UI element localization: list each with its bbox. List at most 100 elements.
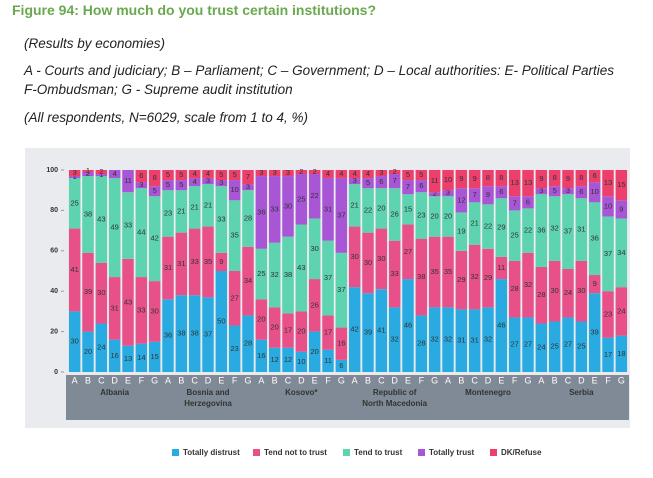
data-label: 5: [366, 178, 370, 187]
data-label: 20: [444, 211, 452, 220]
data-label: 8: [153, 173, 157, 182]
bar-segment: [348, 170, 361, 179]
data-label: 32: [270, 270, 278, 279]
data-label: 42: [350, 325, 358, 334]
bar-segment: [602, 170, 614, 197]
bar-segment: [282, 313, 294, 348]
bar-segment: [508, 196, 521, 211]
subtitle: (All respondents, N=6029, scale from 1 t…: [24, 110, 309, 125]
data-label: 13: [124, 354, 132, 363]
bar-segment: [82, 172, 94, 177]
data-label: 37: [204, 330, 212, 339]
legend-swatch: [418, 449, 425, 456]
bar-segment: [188, 295, 201, 372]
data-label: 38: [190, 329, 198, 338]
bar-segment: [535, 194, 548, 267]
bar-segment: [588, 293, 601, 372]
bar-segment: [388, 174, 401, 189]
bar-segment: [375, 228, 388, 290]
bar-segment: [588, 170, 601, 183]
bar-segment: [362, 188, 374, 233]
bar-segment: [468, 188, 481, 203]
x-tick-label: C: [378, 375, 385, 385]
bar-segment: [535, 188, 548, 195]
bar-segment: [602, 216, 614, 292]
bar-segment: [362, 293, 374, 372]
data-label: 7: [406, 182, 410, 191]
bar-segment: [508, 170, 521, 197]
data-label: 9: [219, 257, 223, 266]
bar-segment: [95, 323, 108, 372]
group-label: Herzegovina: [184, 399, 232, 408]
bar-segment: [522, 170, 534, 197]
bar-segment: [348, 178, 361, 185]
data-label: 4: [366, 169, 370, 178]
bar-segment: [108, 170, 121, 179]
data-label: 38: [417, 272, 425, 281]
bar-segment: [415, 180, 428, 193]
data-label: 3: [259, 168, 263, 177]
data-label: 22: [310, 191, 318, 200]
bar-segment: [442, 170, 454, 191]
bar-segment: [135, 182, 148, 189]
data-label: 6: [339, 361, 343, 370]
bar-segment: [428, 196, 441, 237]
bar-segment: [268, 347, 281, 372]
bar-segment: [548, 170, 561, 187]
data-label: 33: [124, 221, 132, 230]
bar-segment: [428, 236, 441, 308]
bar-segment: [295, 170, 308, 175]
x-tick-label: C: [565, 375, 572, 385]
data-label: 2: [99, 167, 103, 176]
bar-segment: [322, 315, 334, 350]
bar-segment: [188, 170, 201, 179]
x-tick-label: C: [471, 375, 478, 385]
data-label: 14: [137, 353, 145, 362]
bar-segment: [122, 345, 134, 372]
y-tick-label: 60: [50, 248, 58, 255]
data-label: 6: [419, 181, 423, 190]
bar-segment: [415, 238, 428, 316]
legend-label: Tend to trust: [354, 448, 403, 457]
data-label: 11: [431, 176, 439, 185]
data-label: 32: [470, 272, 478, 281]
bar-segment: [282, 236, 294, 314]
bar-segment: [575, 321, 588, 372]
data-label: 30: [550, 286, 558, 295]
data-label: 31: [457, 336, 465, 345]
data-label: 32: [550, 224, 558, 233]
data-label: 28: [417, 339, 425, 348]
bar-segment: [162, 190, 174, 237]
bar-segment: [362, 232, 374, 294]
data-label: 5: [419, 170, 423, 179]
x-tick-label: E: [592, 375, 598, 385]
data-label: 33: [137, 305, 145, 314]
bar-segment: [228, 180, 241, 201]
bar-segment: [495, 256, 508, 280]
data-label: 27: [564, 340, 572, 349]
data-label: 10: [444, 175, 452, 184]
data-label: 9: [539, 174, 543, 183]
bar-segment: [322, 240, 334, 316]
x-tick-label: A: [445, 375, 451, 385]
x-tick-label: D: [298, 375, 305, 385]
bar-segment: [548, 196, 561, 261]
data-label: 9: [459, 174, 463, 183]
bar-segment: [162, 170, 174, 181]
data-label: 10: [590, 187, 598, 196]
data-label: 16: [337, 339, 345, 348]
data-label: 25: [257, 269, 265, 278]
bar-segment: [255, 299, 268, 340]
bar-segment: [82, 331, 94, 372]
data-label: 3: [566, 186, 570, 195]
data-label: 34: [617, 248, 625, 257]
y-tick-label: 0: [54, 369, 58, 376]
bar-segment: [495, 279, 508, 372]
data-label: 6: [139, 171, 143, 180]
data-label: 44: [137, 228, 145, 237]
data-label: 4: [193, 169, 197, 178]
bar-segment: [122, 258, 134, 346]
data-label: 25: [70, 198, 78, 207]
data-label: 3: [286, 168, 290, 177]
